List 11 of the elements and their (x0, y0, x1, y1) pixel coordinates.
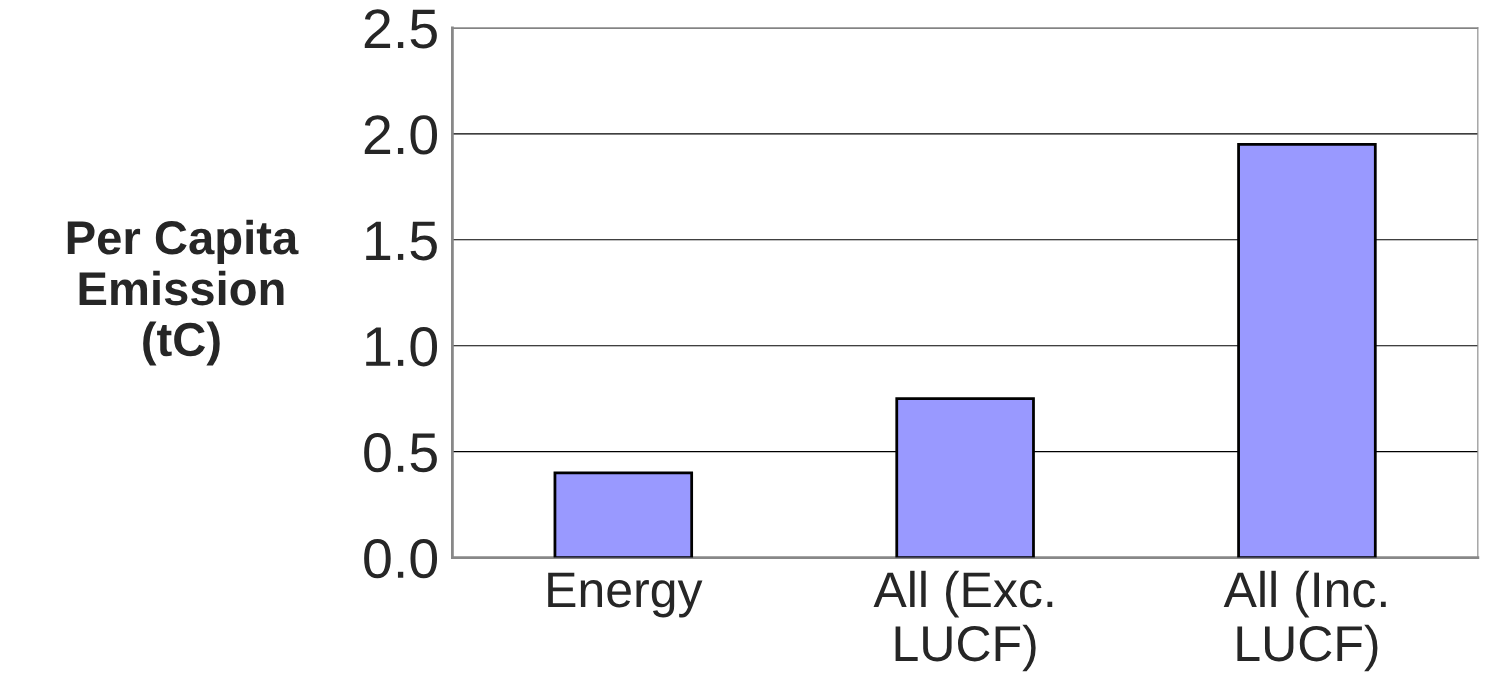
y-tick-label: 2.5 (364, 9, 437, 49)
y-tick-label: 1.0 (366, 327, 438, 367)
x-tick-label: All (Exc. LUCF) (873, 570, 1053, 672)
bar (553, 471, 694, 558)
y-tick-label: 0.5 (364, 432, 437, 473)
x-tick-label: Energy (548, 572, 703, 618)
y-tick-label: 1.5 (366, 221, 437, 261)
y-tick-label: 2.0 (364, 115, 438, 155)
x-tick-label: All (Inc. LUCF) (1223, 570, 1386, 672)
y-tick-label: 0.0 (364, 538, 438, 579)
y-axis-title: Per Capita Emission (tC) (67, 219, 299, 366)
